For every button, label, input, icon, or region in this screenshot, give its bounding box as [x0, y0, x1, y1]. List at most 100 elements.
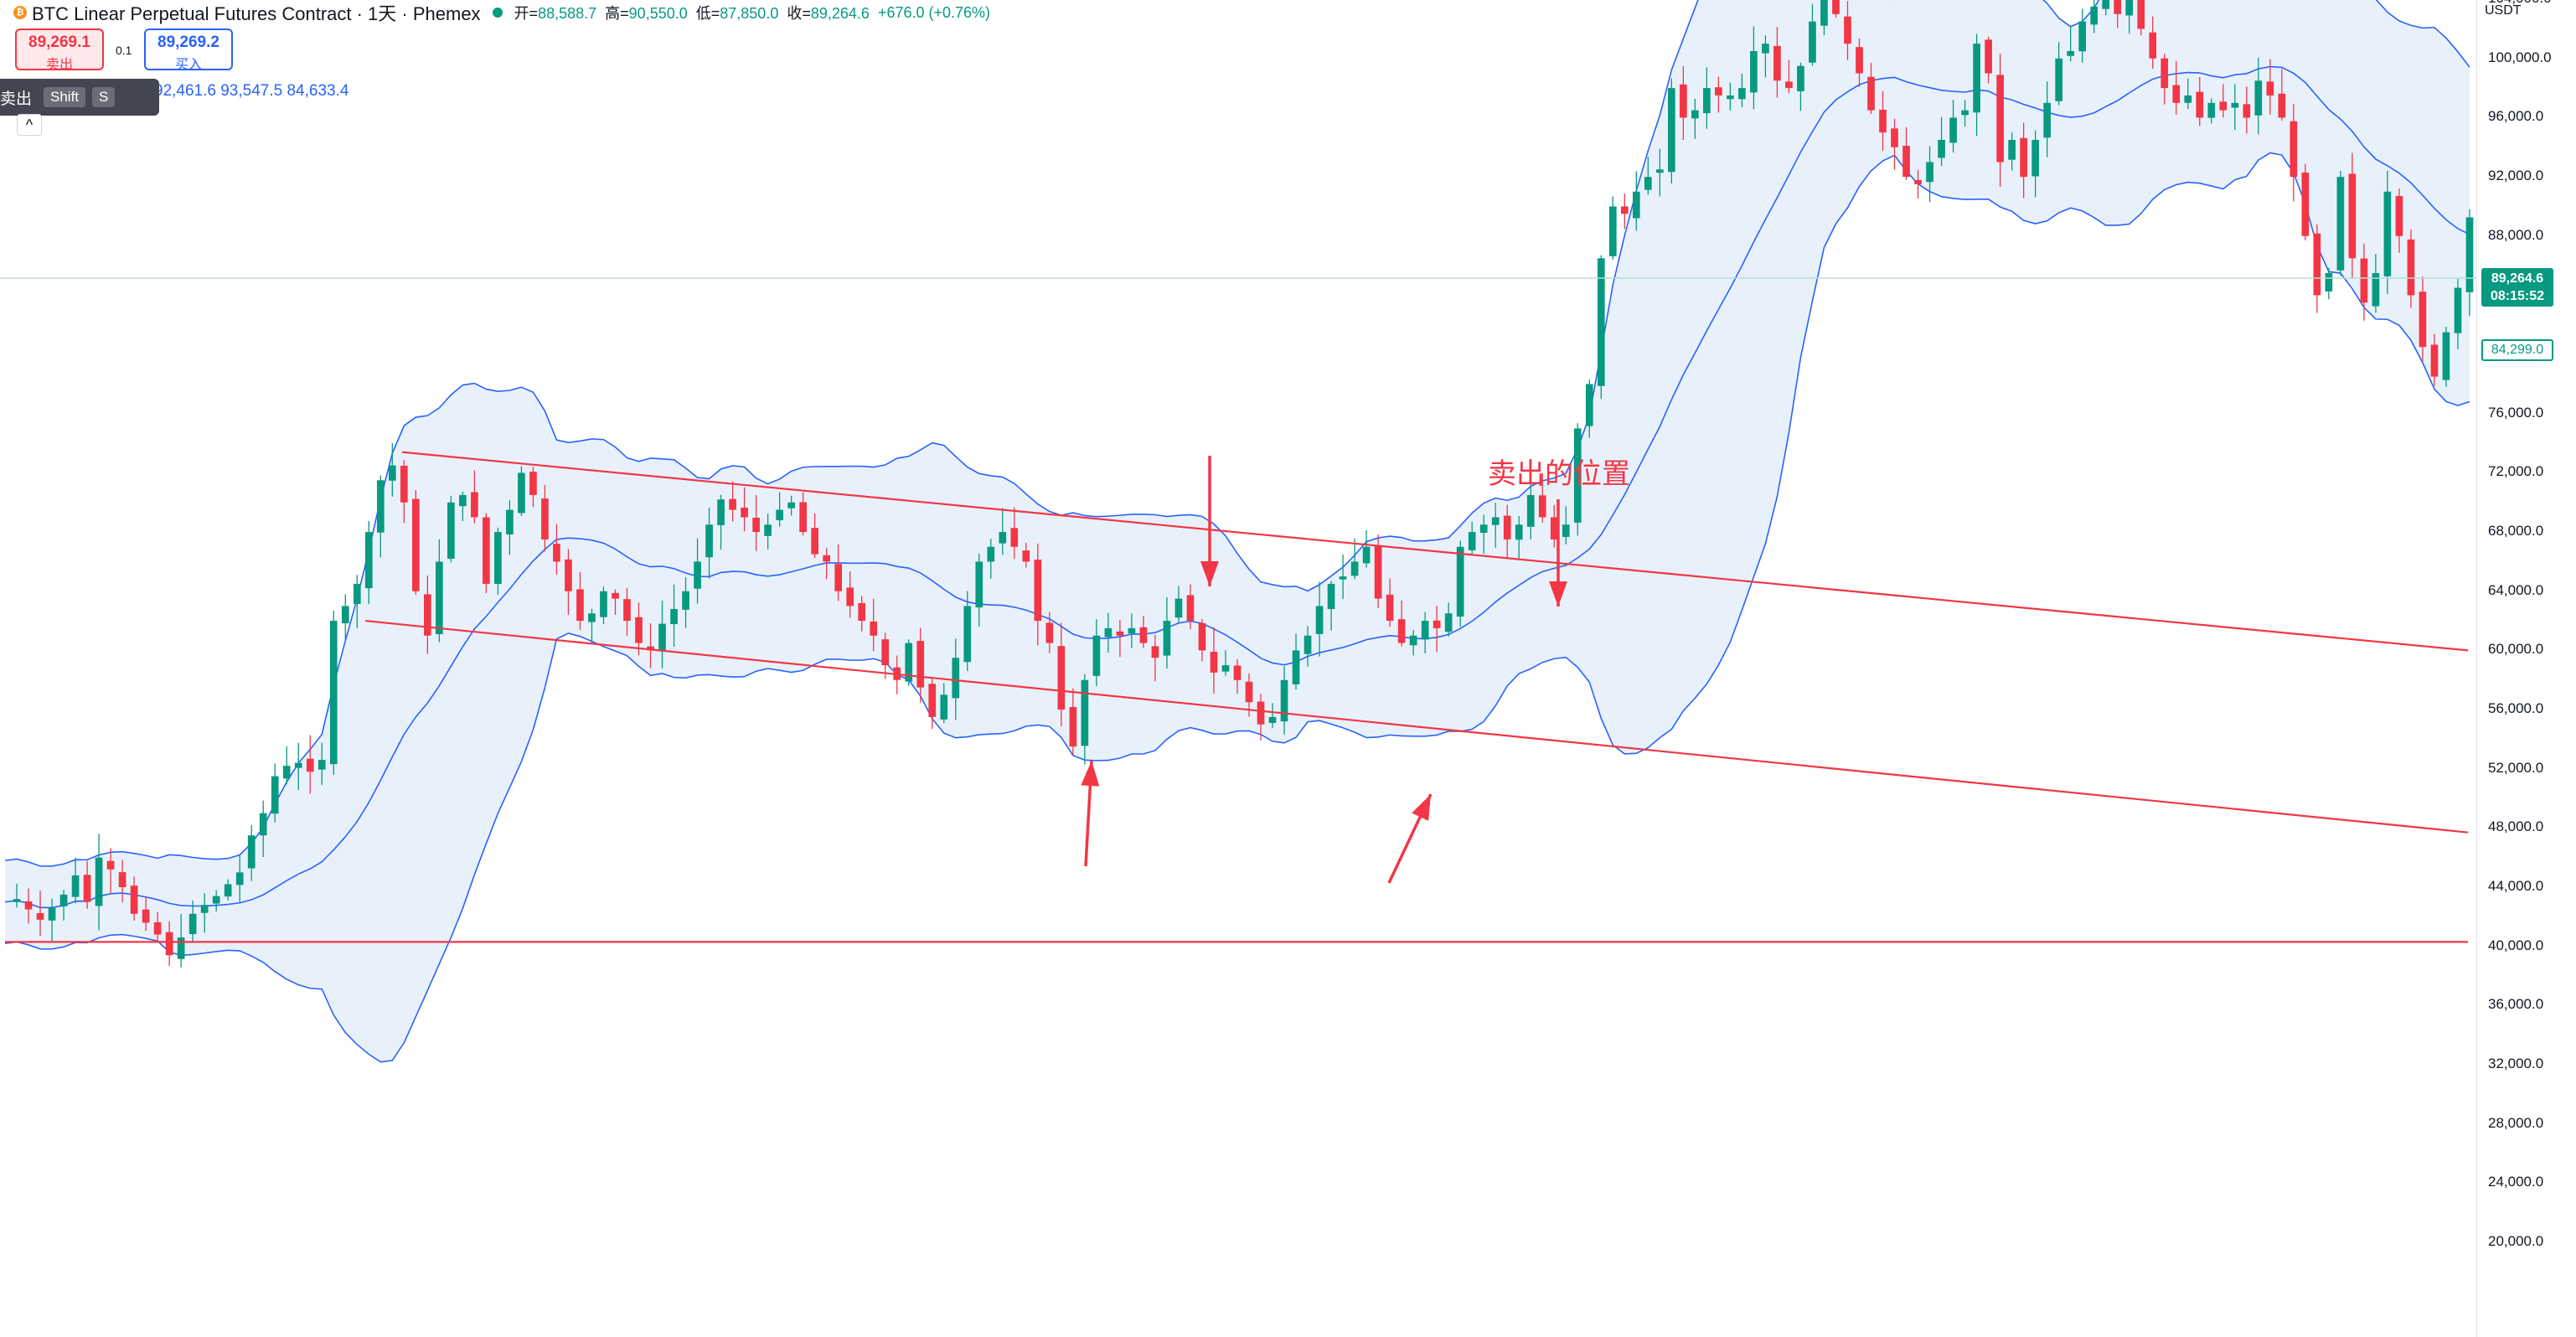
candle-body: [1620, 206, 1629, 214]
candle-body: [59, 894, 68, 907]
candle-body: [2336, 177, 2345, 271]
y-tick-label: 64,000.0: [2488, 581, 2544, 598]
y-tick-label: 44,000.0: [2488, 878, 2544, 895]
candle-body: [1257, 701, 1265, 725]
candle-body: [2102, 0, 2110, 9]
candle-body: [1597, 258, 1605, 386]
candle-body: [2078, 21, 2087, 52]
candle-body: [1057, 646, 1066, 710]
candle-body: [188, 913, 197, 935]
candle-body: [682, 591, 689, 610]
bollinger-band-layer: [4, 0, 2470, 1063]
candle-body: [600, 591, 607, 617]
candle-body: [1773, 45, 1781, 81]
candle-body: [2114, 0, 2122, 14]
candle-body: [1562, 524, 1570, 537]
candle-body: [776, 509, 783, 521]
candle-body: [2160, 58, 2169, 89]
close-label: 收=: [787, 5, 811, 22]
candle-body: [940, 694, 948, 720]
candle-body: [1691, 110, 1699, 119]
candle-body: [1245, 681, 1253, 703]
arrow-down-sell-head: [1549, 581, 1567, 607]
candle-body: [106, 860, 115, 870]
ohlc-change: +676.0 (+0.76%): [878, 4, 990, 22]
candle-body: [1233, 665, 1242, 680]
indicator-values: 92,461.6 93,547.5 84,633.4: [154, 82, 349, 100]
candle-body: [1092, 635, 1101, 676]
candle-body: [1820, 0, 1828, 26]
bollinger-upper-line: [4, 0, 2470, 867]
candle-body: [1104, 627, 1112, 638]
candle-body: [717, 499, 725, 525]
candle-body: [1538, 495, 1546, 518]
y-tick-label: 92,000.0: [2488, 168, 2544, 184]
candle-body: [2465, 217, 2474, 292]
y-tick-label: 56,000.0: [2488, 700, 2544, 717]
candle-body: [483, 517, 490, 584]
candle-body: [1315, 606, 1324, 634]
candle-body: [565, 559, 572, 591]
candle-body: [48, 907, 56, 921]
candle-body: [541, 498, 549, 539]
price-level-tag: 84,299.0: [2481, 339, 2553, 361]
candle-body: [1479, 524, 1488, 534]
candle-body: [1409, 635, 1417, 646]
trendline-layer: [5, 451, 2469, 943]
sell-button[interactable]: 89,269.1 卖出: [15, 28, 104, 72]
collapse-legend-button[interactable]: ^: [17, 114, 42, 136]
candle-body: [1515, 524, 1523, 540]
candle-body: [1139, 627, 1148, 643]
open-value: 88,588.7: [538, 5, 597, 22]
candle-body: [1715, 87, 1722, 96]
candle-body: [282, 766, 291, 779]
candle-body: [1762, 44, 1769, 54]
candle-body: [858, 602, 866, 622]
y-tick-label: 76,000.0: [2488, 404, 2544, 421]
candle-body: [353, 583, 361, 604]
candle-body: [459, 494, 467, 507]
candle-body: [975, 561, 983, 608]
y-tick-label: 104,000.0: [2488, 0, 2552, 7]
candle-body: [1198, 622, 1206, 651]
price-axis[interactable]: [2476, 0, 2576, 1337]
candle-body: [1210, 652, 1218, 673]
candle-body: [952, 658, 960, 699]
order-quantity[interactable]: 0.1: [116, 44, 132, 57]
buy-button[interactable]: 89,269.2 买入: [144, 28, 233, 72]
bollinger-lower-line: [4, 152, 2470, 1063]
y-tick-label: 100,000.0: [2488, 49, 2552, 65]
candle-body: [2008, 139, 2016, 160]
ohlc-high: 高=90,550.0: [605, 2, 688, 23]
candle-body: [2348, 173, 2357, 259]
candle-body: [1902, 146, 1910, 178]
candle-body: [1526, 494, 1535, 527]
candle-body: [647, 646, 654, 651]
candle-body: [2383, 191, 2392, 276]
market-status-icon: [492, 8, 503, 18]
candle-body: [834, 564, 843, 591]
ohlc-close: 收=89,264.6: [787, 2, 870, 23]
candle-body: [752, 518, 760, 533]
candle-body: [705, 524, 713, 558]
candle-body: [2031, 139, 2039, 177]
candle-body: [212, 896, 220, 904]
y-tick-label: 96,000.0: [2488, 108, 2544, 125]
s-key: S: [92, 87, 116, 107]
buy-price: 89,269.2: [157, 34, 219, 51]
candle-body: [36, 913, 44, 920]
candle-body: [2196, 91, 2204, 118]
chevron-up-icon: ^: [25, 116, 34, 133]
y-tick-label: 28,000.0: [2488, 1114, 2544, 1131]
y-tick-label: 40,000.0: [2488, 937, 2544, 953]
candle-body: [142, 909, 150, 923]
currency-label[interactable]: USDT: [2485, 3, 2522, 18]
symbol-title[interactable]: BTC Linear Perpetual Futures Contract · …: [32, 3, 481, 24]
candle-body: [1750, 50, 1758, 93]
y-tick-label: 36,000.0: [2488, 996, 2544, 1013]
candle-body: [1926, 162, 1933, 183]
candle-body: [306, 758, 314, 772]
hotkey-tooltip: 卖出 Shift S: [0, 79, 159, 116]
candle-body: [447, 502, 455, 559]
